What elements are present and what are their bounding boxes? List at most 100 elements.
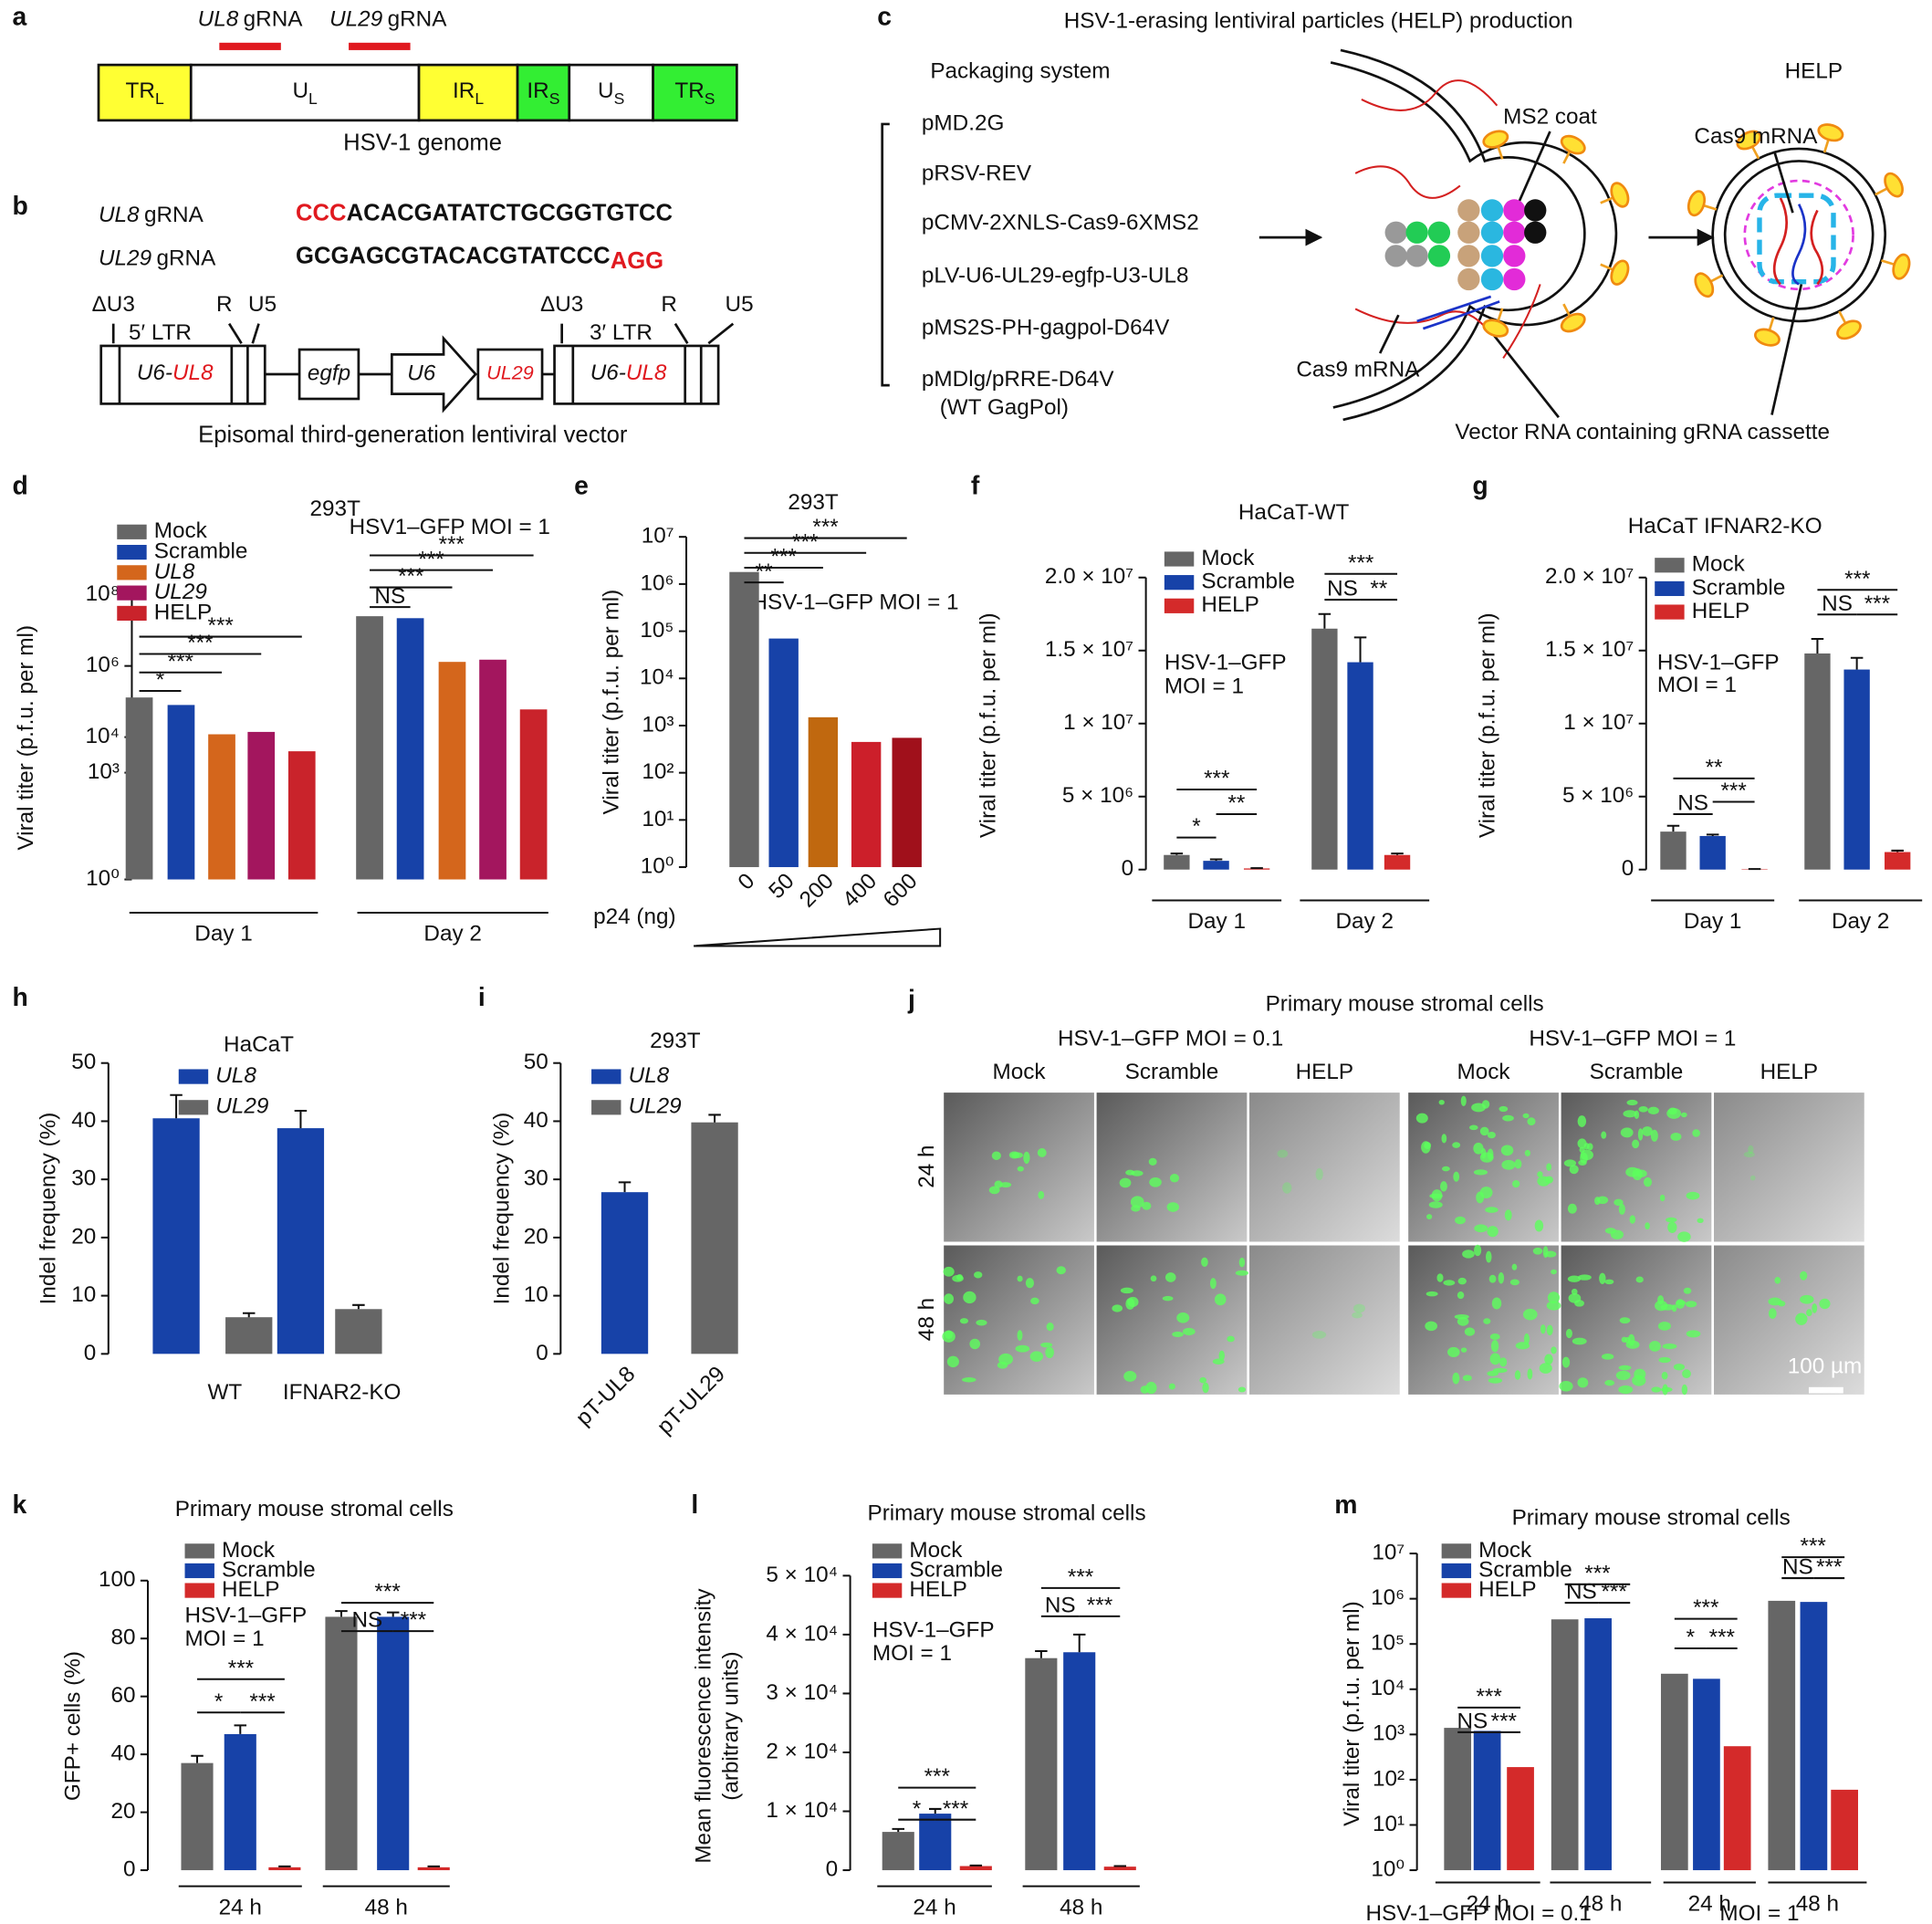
- legend-label: HELP: [154, 600, 212, 624]
- product-title: HELP: [1785, 59, 1843, 84]
- panel-b: b UL8 gRNA CCCACACGATATCTGCGGTGTCC UL29 gR…: [13, 192, 754, 447]
- gfp-signal: [1162, 1295, 1174, 1302]
- y-tick-label: 5 × 10⁶: [1562, 783, 1634, 808]
- gfp-signal: [1045, 1346, 1054, 1359]
- y-tick-label: 4 × 10⁴: [766, 1621, 838, 1646]
- chart-title: Primary mouse stromal cells: [175, 1497, 454, 1521]
- y-axis-label: (arbitrary units): [718, 1651, 743, 1800]
- x-tick-label: 200: [795, 869, 839, 913]
- panel-c: c HSV-1-erasing lentiviral particles (HE…: [877, 2, 1911, 444]
- gfp-signal: [1017, 1166, 1024, 1172]
- y-tick-label: 30: [71, 1166, 96, 1191]
- bar: [1843, 669, 1870, 870]
- gfp-signal: [1491, 1297, 1502, 1310]
- chart-subtitle: HSV-1–GFP: [1657, 651, 1780, 675]
- x-tick-label: 48 h: [1060, 1895, 1102, 1919]
- bar: [1384, 854, 1411, 870]
- gfp-signal: [1673, 1364, 1686, 1371]
- spacer: ACACGATATCTGCGGTGTCC: [347, 200, 674, 225]
- micrograph: [1249, 1093, 1400, 1242]
- gfp-signal: [1485, 1207, 1499, 1213]
- gfp-signal: [1571, 1288, 1578, 1295]
- significance-label: **: [756, 559, 773, 584]
- spike: [1754, 328, 1781, 347]
- gfp-signal: [1483, 1318, 1491, 1324]
- gfp-signal: [1489, 1353, 1501, 1365]
- error-bar: [1318, 612, 1332, 629]
- gfp-signal: [1567, 1203, 1577, 1214]
- panel-letter: d: [13, 472, 28, 501]
- cassette-label: U6: [407, 361, 436, 385]
- bar: [1660, 1673, 1688, 1871]
- column-label: Mock: [1457, 1060, 1511, 1084]
- segment-sub: S: [549, 89, 560, 108]
- gfp-signal: [1638, 1105, 1648, 1113]
- plasmid: pLV-U6-UL29-egfp-U3-UL8: [922, 264, 1189, 288]
- legend-label: HELP: [1478, 1577, 1536, 1602]
- gfp-signal: [1025, 1278, 1035, 1289]
- gfp-signal: [1546, 1324, 1553, 1336]
- producer-cell: [1330, 48, 1887, 422]
- gfp-signal: [1657, 1295, 1665, 1305]
- gfp-signal: [1172, 1331, 1184, 1338]
- y-tick-label: 10¹: [642, 807, 674, 831]
- bar: [438, 662, 466, 880]
- gene: UL29: [329, 7, 383, 32]
- gfp-signal: [1682, 1369, 1691, 1379]
- protein: [1503, 221, 1526, 244]
- ltr-label: 3′ LTR: [590, 320, 653, 345]
- cassette-label: UL29: [486, 361, 534, 384]
- gfp-signal: [1352, 1303, 1365, 1313]
- panel-letter: l: [691, 1490, 698, 1520]
- x-tick-label: 400: [838, 869, 882, 913]
- bar: [1551, 1619, 1579, 1871]
- significance-label: ***: [943, 1796, 969, 1821]
- bar: [1584, 1618, 1612, 1871]
- legend-swatch: [178, 1069, 209, 1084]
- bar: [208, 734, 235, 880]
- gfp-signal: [1514, 1159, 1522, 1169]
- significance-label: ***: [1068, 1564, 1094, 1589]
- panel-a: a UL8 gRNA UL29 gRNA TRL UL IRL IRS US TRS HSV-…: [13, 2, 738, 155]
- legend-swatch: [1164, 598, 1195, 613]
- protein: [1503, 245, 1526, 267]
- legend-label: Mock: [222, 1538, 276, 1563]
- significance-label: ***: [1476, 1684, 1502, 1709]
- bar: [1693, 1678, 1720, 1871]
- significance-label: ***: [1864, 591, 1891, 616]
- gfp-signal: [1431, 1189, 1443, 1202]
- pam: CCC: [296, 200, 347, 225]
- row-label: 48 h: [914, 1298, 939, 1341]
- gene: UL8: [99, 204, 140, 228]
- gfp-signal: [1008, 1151, 1020, 1159]
- significance-label: ***: [1491, 1709, 1518, 1733]
- legend-label: UL8: [215, 1063, 256, 1088]
- gfp-signal: [1563, 1159, 1577, 1167]
- gfp-signal: [1038, 1190, 1045, 1199]
- gfp-signal: [1238, 1386, 1247, 1393]
- y-tick-label: 10²: [642, 759, 674, 784]
- gfp-signal: [1547, 1291, 1561, 1303]
- gfp-signal: [1659, 1194, 1666, 1202]
- gfp-signal: [1662, 1384, 1668, 1396]
- y-tick-label: 2.0 × 10⁷: [1545, 564, 1634, 589]
- panel-letter: k: [13, 1490, 27, 1520]
- gfp-signal: [1819, 1298, 1831, 1310]
- y-tick-label: 0: [123, 1856, 136, 1881]
- gfp-signal: [1515, 1342, 1530, 1350]
- y-tick-label: 20: [524, 1224, 548, 1249]
- gfp-signal: [1522, 1113, 1530, 1119]
- gfp-signal: [1502, 1114, 1514, 1122]
- grna-label: UL29 gRNA: [329, 7, 447, 32]
- bracket: [881, 122, 890, 387]
- bar: [1103, 1866, 1136, 1871]
- bar-chart: l Primary mouse stromal cells HSV-1–GFPMOI…: [691, 1490, 1145, 1919]
- bar: [892, 737, 922, 868]
- gfp-signal: [1537, 1171, 1543, 1177]
- gfp-signal: [1662, 1343, 1677, 1350]
- gfp-signal: [1017, 1330, 1023, 1341]
- gfp-signal: [1474, 1224, 1488, 1233]
- gfp-signal: [1454, 1313, 1469, 1320]
- gfp-signal: [1164, 1272, 1176, 1282]
- gfp-signal: [1604, 1279, 1614, 1285]
